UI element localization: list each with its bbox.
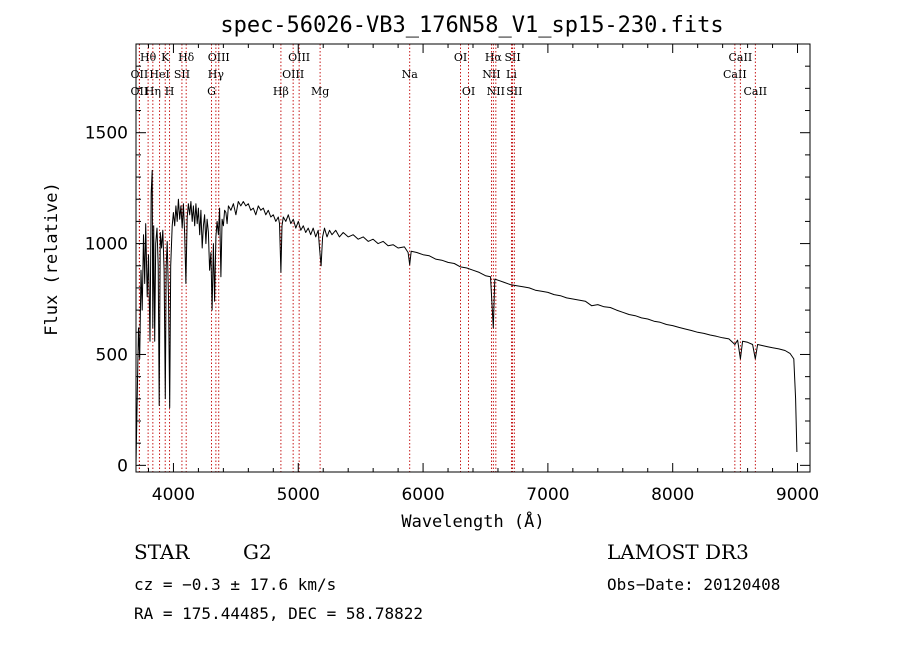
line-markers: Hθ OII OII K HeI Hη SII H Hδ OIII Hγ G Hβ OIII OIII Mg N…	[131, 44, 767, 472]
line-label: OII	[131, 85, 149, 98]
x-tick-label: 5000	[277, 485, 320, 505]
line-label: Hγ	[208, 68, 225, 81]
line-label: Na	[402, 68, 419, 81]
line-label: CaII	[743, 85, 767, 98]
line-label: CaII	[723, 68, 747, 81]
x-axis-label: Wavelength (Å)	[401, 510, 544, 532]
line-label: Hα	[485, 51, 503, 64]
line-label: SII	[504, 51, 520, 64]
line-label: Li	[506, 68, 517, 81]
x-tick-label: 7000	[526, 485, 569, 505]
x-tick-label: 6000	[401, 485, 444, 505]
spectrum-series	[135, 169, 798, 466]
line-label: Hδ	[178, 51, 195, 64]
x-tick-label: 4000	[152, 485, 195, 505]
line-label: OIII	[282, 68, 304, 81]
chart-title: spec-56026-VB3_176N58_V1_sp15-230.fits	[220, 13, 723, 38]
y-tick-label: 1000	[85, 235, 128, 255]
x-tick-label: 9000	[776, 485, 819, 505]
y-tick-label: 1500	[85, 124, 128, 144]
line-label: OIII	[288, 51, 310, 64]
line-label: NII	[487, 85, 505, 98]
line-label: Hη	[145, 85, 161, 98]
line-label: K	[161, 51, 170, 64]
axis-ticks: 4000 5000 6000 7000 8000 9000 0 500 1000 1500	[85, 44, 819, 505]
plot-frame	[135, 43, 811, 473]
line-label: G	[207, 85, 216, 98]
line-label: NII	[482, 68, 500, 81]
redshift-cz: cz = −0.3 ± 17.6 km/s	[134, 575, 337, 594]
line-label: Hθ	[140, 51, 157, 64]
spectrum-layer	[135, 169, 798, 466]
line-label: Mg	[311, 85, 329, 98]
y-tick-label: 500	[96, 345, 128, 365]
line-label: OI	[462, 85, 475, 98]
y-axis-label: Flux (relative)	[42, 182, 62, 336]
line-label: SII	[174, 68, 190, 81]
line-label: OI	[454, 51, 467, 64]
line-label: HeI	[149, 68, 169, 81]
line-label: Hβ	[273, 85, 289, 98]
line-label: OIII	[208, 51, 230, 64]
line-label: CaII	[729, 51, 753, 64]
line-label: H	[165, 85, 175, 98]
y-tick-label: 0	[117, 456, 128, 476]
observation-date: Obs−Date: 20120408	[607, 575, 781, 594]
line-label: SII	[506, 85, 522, 98]
coordinates: RA = 175.44485, DEC = 58.78822	[134, 604, 423, 623]
survey-name: LAMOST DR3	[607, 540, 749, 564]
object-subclass: G2	[243, 540, 272, 564]
object-class: STAR	[134, 540, 190, 564]
x-tick-label: 8000	[651, 485, 694, 505]
line-label: OII	[131, 68, 149, 81]
